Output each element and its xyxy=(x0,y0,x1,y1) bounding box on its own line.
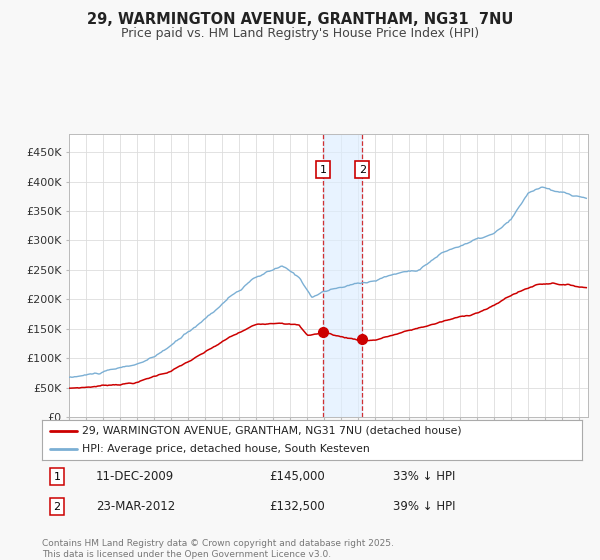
Text: 23-MAR-2012: 23-MAR-2012 xyxy=(96,500,175,514)
Text: 29, WARMINGTON AVENUE, GRANTHAM, NG31  7NU: 29, WARMINGTON AVENUE, GRANTHAM, NG31 7N… xyxy=(87,12,513,27)
Text: £145,000: £145,000 xyxy=(269,470,325,483)
Text: 11-DEC-2009: 11-DEC-2009 xyxy=(96,470,174,483)
Text: Contains HM Land Registry data © Crown copyright and database right 2025.
This d: Contains HM Land Registry data © Crown c… xyxy=(42,539,394,559)
Text: 39% ↓ HPI: 39% ↓ HPI xyxy=(393,500,455,514)
Text: 2: 2 xyxy=(359,165,366,175)
Text: 1: 1 xyxy=(320,165,327,175)
Text: £132,500: £132,500 xyxy=(269,500,325,514)
Text: 2: 2 xyxy=(53,502,61,512)
Bar xyxy=(323,134,362,417)
Text: 1: 1 xyxy=(53,472,61,482)
Text: 33% ↓ HPI: 33% ↓ HPI xyxy=(393,470,455,483)
Text: HPI: Average price, detached house, South Kesteven: HPI: Average price, detached house, Sout… xyxy=(83,445,370,454)
Text: 29, WARMINGTON AVENUE, GRANTHAM, NG31 7NU (detached house): 29, WARMINGTON AVENUE, GRANTHAM, NG31 7N… xyxy=(83,426,462,436)
Text: Price paid vs. HM Land Registry's House Price Index (HPI): Price paid vs. HM Land Registry's House … xyxy=(121,27,479,40)
